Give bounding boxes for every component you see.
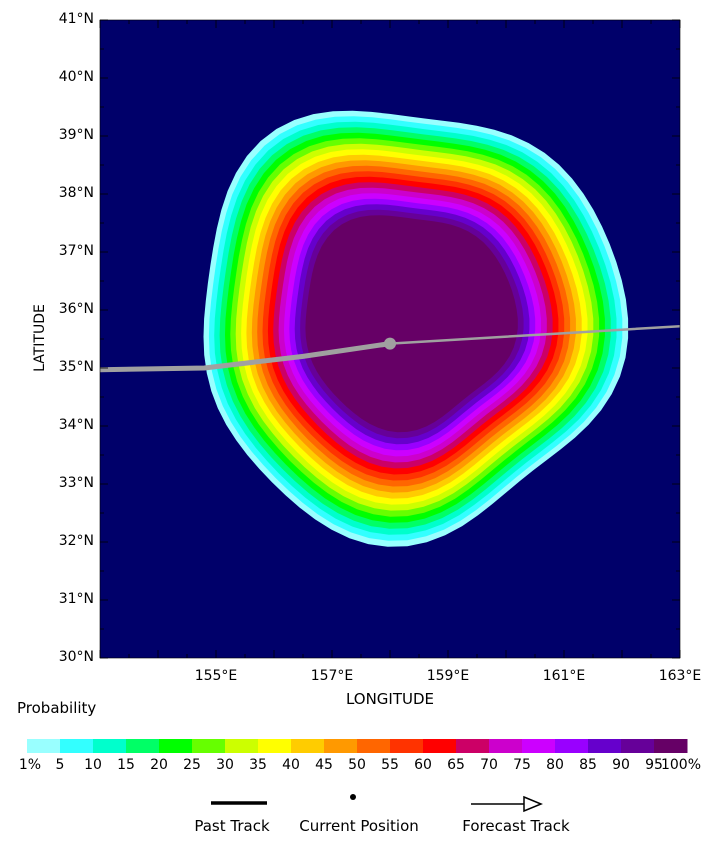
current-position-marker: [384, 337, 396, 350]
colorbar-label: 35: [249, 757, 267, 773]
past-track-line: [100, 341, 393, 373]
longitude-axis-title: LONGITUDE: [345, 690, 435, 708]
latitude-tick-label: 34°N: [58, 417, 94, 433]
colorbar-label: 50: [348, 757, 366, 773]
colorbar-swatch: [225, 739, 259, 753]
colorbar-swatch: [654, 739, 688, 753]
colorbar-swatch: [159, 739, 193, 753]
latitude-tick-label: 39°N: [58, 127, 94, 143]
colorbar-label: 10: [84, 757, 102, 773]
probability-ring-95: [305, 215, 518, 433]
colorbar-swatch: [192, 739, 226, 753]
colorbar-label: 5: [55, 757, 65, 773]
longitude-tick-label: 157°E: [310, 668, 354, 684]
latitude-tick-label: 30°N: [58, 649, 94, 665]
colorbar-label: 20: [150, 757, 168, 773]
colorbar-label: 45: [315, 757, 333, 773]
storm-tracks: [100, 324, 680, 373]
colorbar-swatch: [555, 739, 589, 753]
colorbar-label: 90: [612, 757, 630, 773]
colorbar-label: 30: [216, 757, 234, 773]
colorbar-swatch: [621, 739, 655, 753]
latitude-tick-label: 41°N: [58, 11, 94, 27]
longitude-tick-label: 155°E: [194, 668, 238, 684]
latitude-tick-label: 38°N: [58, 185, 94, 201]
longitude-tick-label: 163°E: [658, 668, 702, 684]
colorbar-swatch: [126, 739, 160, 753]
colorbar-swatch: [588, 739, 622, 753]
colorbar-swatch: [291, 739, 325, 753]
colorbar-label: 1%: [18, 757, 42, 773]
colorbar-swatch: [258, 739, 292, 753]
past-track-label: Past Track: [194, 817, 270, 835]
colorbar-swatch: [489, 739, 523, 753]
colorbar-swatch: [456, 739, 490, 753]
colorbar-label: 60: [414, 757, 432, 773]
colorbar-label: 100%: [660, 757, 702, 773]
latitude-tick-label: 32°N: [58, 533, 94, 549]
colorbar-swatch: [357, 739, 391, 753]
colorbar-swatch: [27, 739, 61, 753]
colorbar-label: 75: [513, 757, 531, 773]
colorbar-swatch: [390, 739, 424, 753]
latitude-tick-label: 33°N: [58, 475, 94, 491]
colorbar-label: 25: [183, 757, 201, 773]
longitude-tick-label: 159°E: [426, 668, 470, 684]
plot-frame: [99, 19, 681, 659]
colorbar-label: 65: [447, 757, 465, 773]
colorbar-swatch: [324, 739, 358, 753]
probability-rings: [203, 110, 629, 547]
forecast-track-label: Forecast Track: [462, 817, 570, 835]
colorbar-label: 95: [645, 757, 663, 773]
colorbar-label: 80: [546, 757, 564, 773]
forecast-track-line: [388, 324, 680, 345]
latitude-axis-title: LATITUDE: [32, 304, 48, 372]
legend-graphic: [27, 739, 688, 813]
colorbar-label: 55: [381, 757, 399, 773]
axis-ticks: [99, 19, 681, 659]
colorbar-label: 85: [579, 757, 597, 773]
legend-title: Probability: [17, 699, 97, 717]
colorbar-swatch: [522, 739, 556, 753]
colorbar-swatch: [60, 739, 94, 753]
current-position-label: Current Position: [299, 817, 419, 835]
colorbar-swatch: [423, 739, 457, 753]
latitude-tick-label: 37°N: [58, 243, 94, 259]
colorbar-label: 70: [480, 757, 498, 773]
latitude-tick-label: 35°N: [58, 359, 94, 375]
latitude-tick-label: 36°N: [58, 301, 94, 317]
latitude-tick-label: 40°N: [58, 69, 94, 85]
colorbar-label: 40: [282, 757, 300, 773]
forecast-track-key-arrow: [523, 795, 543, 813]
colorbar-swatch: [93, 739, 127, 753]
current-position-key-dot: [350, 794, 356, 800]
colorbar: [27, 739, 688, 753]
colorbar-label: 15: [117, 757, 135, 773]
latitude-tick-label: 31°N: [58, 591, 94, 607]
longitude-tick-label: 161°E: [542, 668, 586, 684]
